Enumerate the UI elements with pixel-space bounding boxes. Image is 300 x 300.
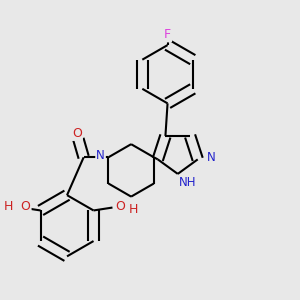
Text: H: H — [4, 200, 13, 213]
Text: N: N — [96, 149, 105, 162]
Text: H: H — [128, 203, 138, 216]
Text: O: O — [116, 200, 126, 213]
Text: F: F — [164, 28, 171, 41]
Text: O: O — [21, 200, 31, 213]
Text: O: O — [72, 127, 82, 140]
Text: N: N — [206, 152, 215, 164]
Text: NH: NH — [179, 176, 197, 189]
